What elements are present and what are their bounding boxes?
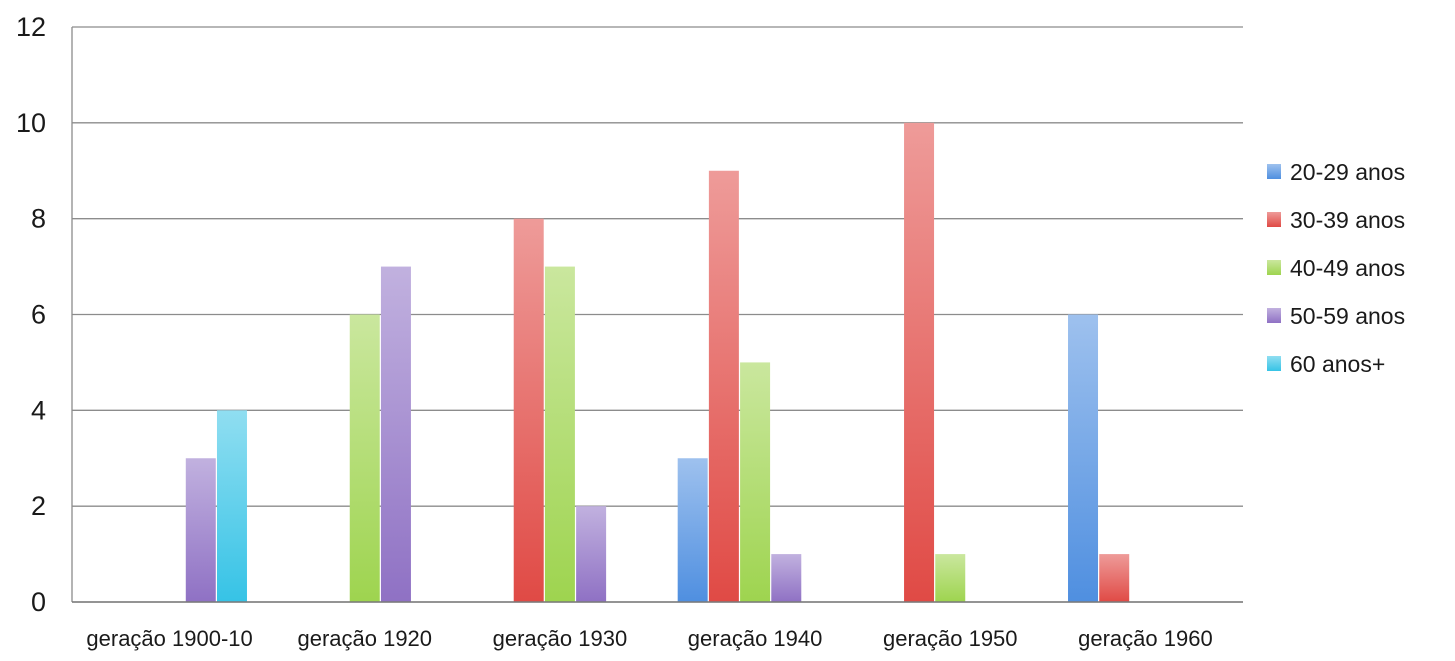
bar-4-3 (740, 362, 771, 602)
bar-5-2 (904, 122, 935, 602)
y-tick-label: 10 (16, 108, 46, 138)
y-tick-label: 0 (31, 587, 46, 617)
legend-swatch (1267, 260, 1281, 275)
bar-6-1 (1068, 314, 1099, 602)
axes: 0 2 4 6 8 10 12 geração 1900-10 geração 1920 gera… (16, 12, 1243, 651)
bar-6-2 (1099, 554, 1130, 602)
x-tick-label: geração 1940 (688, 626, 823, 651)
legend-label: 20-29 anos (1290, 159, 1405, 185)
bar-5-3 (935, 554, 966, 602)
x-tick-label: geração 1920 (297, 626, 432, 651)
bar-2-4 (380, 266, 411, 602)
bar-3-4 (576, 506, 607, 602)
bar-4-4 (771, 554, 802, 602)
x-tick-label: geração 1900-10 (86, 626, 252, 651)
legend-label: 50-59 anos (1290, 303, 1405, 329)
bar-3-3 (544, 266, 575, 602)
bar-4-2 (708, 170, 739, 602)
legend-swatch (1267, 212, 1281, 227)
bar-3-2 (513, 218, 544, 602)
y-tick-label: 2 (31, 491, 46, 521)
legend-swatch (1267, 164, 1281, 179)
y-tick-label: 6 (31, 300, 46, 330)
legend-swatch (1267, 308, 1281, 323)
y-tick-label: 4 (31, 395, 46, 425)
y-tick-label: 12 (16, 12, 46, 42)
legend: 20-29 anos 30-39 anos 40-49 anos 50-59 anos… (1267, 159, 1405, 377)
bar-1-4 (185, 458, 216, 602)
legend-label: 60 anos+ (1290, 351, 1385, 377)
grid-lines (72, 26, 1243, 603)
legend-label: 30-39 anos (1290, 207, 1405, 233)
x-tick-label: geração 1960 (1078, 626, 1213, 651)
bar-1-5 (216, 410, 247, 602)
x-tick-label: geração 1950 (883, 626, 1018, 651)
bars (185, 122, 1130, 602)
legend-swatch (1267, 356, 1281, 371)
x-tick-label: geração 1930 (493, 626, 628, 651)
bar-2-3 (349, 314, 380, 602)
bar-4-1 (677, 458, 708, 602)
legend-label: 40-49 anos (1290, 255, 1405, 281)
y-tick-label: 8 (31, 204, 46, 234)
